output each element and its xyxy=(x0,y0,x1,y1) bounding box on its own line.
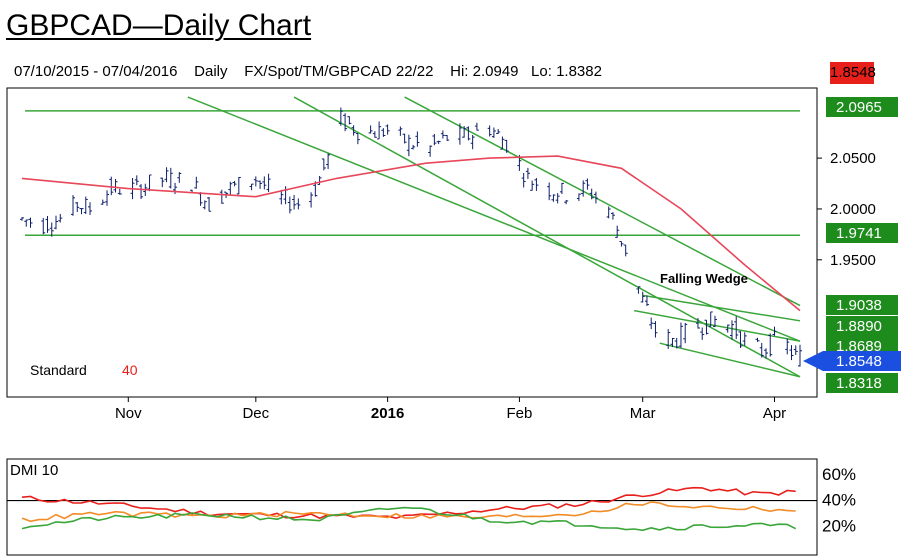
moving-average-line xyxy=(21,155,801,312)
indicator-label: Standard xyxy=(30,362,87,378)
level-badge xyxy=(826,373,898,393)
pattern-annotation: Falling Wedge xyxy=(660,271,748,286)
level-badge-label: 2.0965 xyxy=(836,99,882,116)
x-tick-label: Dec xyxy=(242,405,269,422)
symbol: FX/Spot/TM/GBPCAD 22/22 xyxy=(244,63,434,80)
dmi-series-line xyxy=(21,486,796,520)
indicator-value: 40 xyxy=(122,362,138,378)
chart-title: GBPCAD—Daily Chart xyxy=(6,9,312,42)
trendline xyxy=(659,342,801,378)
dmi-title: DMI 10 xyxy=(10,462,58,479)
level-badge-label: 1.9741 xyxy=(836,225,882,242)
level-badge-label: 1.8548 xyxy=(836,353,882,370)
dmi-layer xyxy=(7,486,817,532)
x-tick-label: Mar xyxy=(630,405,656,422)
hi-value: Hi: 2.0949 xyxy=(450,63,519,80)
trendline xyxy=(634,309,801,342)
dmi-series-line xyxy=(21,506,797,532)
dmi-series-line xyxy=(21,501,796,523)
x-tick-label: Nov xyxy=(115,405,142,422)
price-layer xyxy=(20,96,802,378)
trendline xyxy=(404,96,801,307)
current-price-pointer xyxy=(803,351,823,371)
label-layer: Nov Dec 2016 Feb Mar Apr 2.0500 2.0000 1.9500 2.0… xyxy=(115,97,901,535)
level-badge-label: 1.8318 xyxy=(836,375,882,392)
level-badge xyxy=(826,316,898,336)
price-panel-frame xyxy=(6,87,818,398)
info-bar: 07/10/2015 - 07/04/2016 Daily FX/Spot/TM… xyxy=(14,62,602,82)
x-tick-label: Feb xyxy=(506,405,532,422)
y-tick-label: 2.0000 xyxy=(830,201,876,218)
level-badge-label: 1.8890 xyxy=(836,318,882,335)
trendline xyxy=(293,96,801,378)
x-tick-label: Apr xyxy=(763,405,786,422)
level-badge-label: 1.8689 xyxy=(836,338,882,355)
level-badge xyxy=(826,223,898,243)
dmi-tick-label: 40% xyxy=(822,491,856,510)
dmi-tick-label: 60% xyxy=(822,465,856,484)
y-tick-label: 1.9500 xyxy=(830,252,876,269)
trendline xyxy=(187,96,801,342)
y-tick-label: 2.0500 xyxy=(830,150,876,167)
timeframe: Daily xyxy=(194,63,228,80)
date-range: 07/10/2015 - 07/04/2016 xyxy=(14,63,178,80)
level-badge xyxy=(826,295,898,315)
level-badge xyxy=(826,97,898,117)
dmi-tick-label: 20% xyxy=(822,516,856,535)
last-price-badge: 1.8548 xyxy=(830,62,876,84)
level-badge-label: 1.9038 xyxy=(836,297,882,314)
trendline xyxy=(642,294,801,322)
lo-value: Lo: 1.8382 xyxy=(531,63,602,80)
current-price-badge xyxy=(823,351,901,371)
x-tick-label: 2016 xyxy=(371,405,404,422)
